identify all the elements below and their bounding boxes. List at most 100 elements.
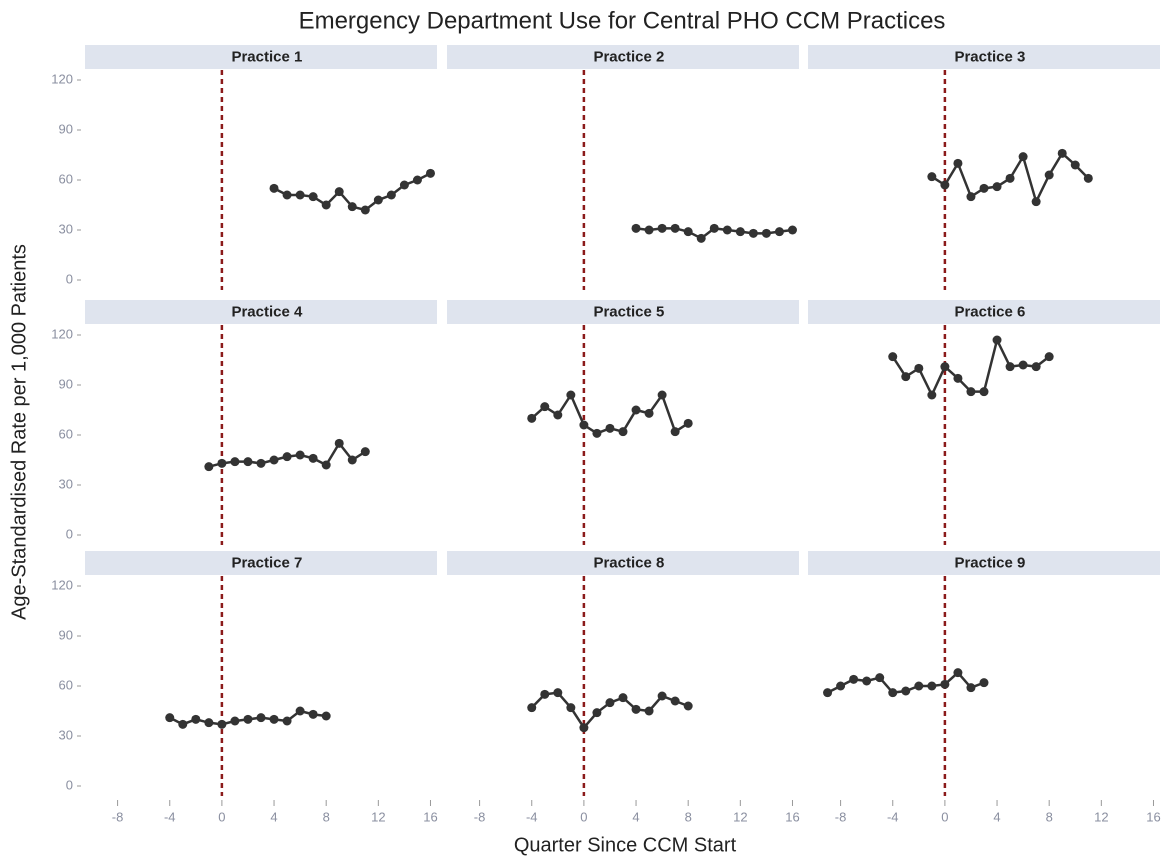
data-point [657, 691, 667, 701]
strip [808, 551, 1160, 575]
data-point [836, 681, 846, 691]
data-point [269, 183, 279, 193]
panel-title: Practice 1 [231, 48, 302, 65]
data-point [217, 458, 227, 468]
data-point [657, 223, 667, 233]
y-tick-label: 120 [51, 326, 73, 341]
data-point [347, 202, 357, 212]
data-point [321, 200, 331, 210]
data-point [953, 158, 963, 168]
panel-title: Practice 4 [231, 303, 303, 320]
data-point [334, 187, 344, 197]
data-point [230, 457, 240, 467]
data-point [631, 223, 641, 233]
data-point [761, 228, 771, 238]
y-tick-label: 30 [59, 476, 73, 491]
data-point [243, 457, 253, 467]
data-point [230, 716, 240, 726]
x-tick-label: 4 [632, 809, 639, 824]
data-point [940, 679, 950, 689]
data-point [321, 460, 331, 470]
data-point [566, 703, 576, 713]
data-point [631, 704, 641, 714]
data-point [670, 223, 680, 233]
y-tick-label: 90 [59, 121, 73, 136]
x-tick-label: -4 [164, 809, 176, 824]
x-tick-label: 4 [993, 809, 1000, 824]
y-tick-label: 0 [66, 271, 73, 286]
data-point [1070, 160, 1080, 170]
data-point [347, 455, 357, 465]
data-point [670, 696, 680, 706]
data-point [282, 716, 292, 726]
data-point [269, 455, 279, 465]
chart-title: Emergency Department Use for Central PHO… [299, 7, 946, 34]
data-point [1044, 352, 1054, 362]
data-point [644, 706, 654, 716]
data-point [992, 182, 1002, 192]
y-tick-label: 30 [59, 221, 73, 236]
data-point [670, 427, 680, 437]
y-tick-label: 120 [51, 577, 73, 592]
data-point [425, 168, 435, 178]
y-tick-label: 30 [59, 727, 73, 742]
data-point [657, 390, 667, 400]
data-point [360, 205, 370, 215]
data-point [1044, 170, 1054, 180]
y-tick-label: 90 [59, 376, 73, 391]
y-tick-label: 60 [59, 677, 73, 692]
data-point [308, 709, 318, 719]
x-tick-label: 0 [941, 809, 948, 824]
data-point [940, 180, 950, 190]
data-point [618, 693, 628, 703]
data-point [256, 713, 266, 723]
data-point [696, 233, 706, 243]
x-tick-label: 16 [423, 809, 437, 824]
data-point [334, 438, 344, 448]
data-point [360, 447, 370, 457]
data-point [966, 683, 976, 693]
data-point [165, 713, 175, 723]
data-point [888, 352, 898, 362]
strip [447, 551, 799, 575]
x-tick-label: 12 [1094, 809, 1108, 824]
data-point [979, 387, 989, 397]
data-point [683, 701, 693, 711]
data-point [592, 708, 602, 718]
data-point [979, 183, 989, 193]
data-point [683, 418, 693, 428]
data-point [927, 172, 937, 182]
x-tick-label: -4 [526, 809, 538, 824]
x-tick-label: 4 [270, 809, 277, 824]
x-tick-label: 0 [580, 809, 587, 824]
data-point [605, 698, 615, 708]
strip [85, 551, 437, 575]
data-point [1031, 197, 1041, 207]
strip [447, 45, 799, 69]
y-tick-label: 60 [59, 426, 73, 441]
x-tick-label: 12 [733, 809, 747, 824]
data-point [243, 714, 253, 724]
data-point [901, 686, 911, 696]
panel-title: Practice 6 [954, 303, 1025, 320]
data-point [256, 458, 266, 468]
x-tick-label: 16 [1146, 809, 1160, 824]
data-point [953, 373, 963, 383]
y-tick-label: 0 [66, 526, 73, 541]
y-tick-label: 120 [51, 71, 73, 86]
data-point [178, 719, 188, 729]
data-point [1057, 148, 1067, 158]
panel-title: Practice 2 [593, 48, 664, 65]
data-point [540, 402, 550, 412]
data-point [579, 420, 589, 430]
data-point [1031, 362, 1041, 372]
data-point [927, 681, 937, 691]
data-point [979, 678, 989, 688]
data-point [644, 225, 654, 235]
data-point [527, 703, 537, 713]
y-tick-label: 0 [66, 777, 73, 792]
strip [85, 45, 437, 69]
data-point [774, 227, 784, 237]
data-point [592, 428, 602, 438]
strip [808, 45, 1160, 69]
